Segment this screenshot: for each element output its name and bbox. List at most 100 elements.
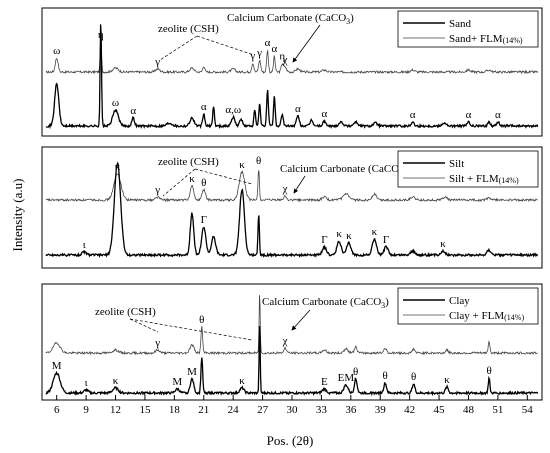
panel-sand-frame [41,7,543,137]
peak-label: κ [239,375,245,387]
zeolite-annotation: zeolite (CSH) [158,23,219,35]
x-tick-label: 24 [228,404,240,416]
legend-item-sand-flm: Sand+ FLM(14%) [449,33,523,45]
peak-label: M [52,360,62,372]
series-clay-flm-line [45,295,538,356]
peak-label: θ [411,371,416,383]
legend-sand: Sand Sand+ FLM(14%) [397,10,539,48]
peak-label: χ [282,335,288,347]
series-sand-flm-line [45,42,539,75]
peak-label: ω [112,97,119,109]
x-tick-label: 6 [54,404,60,416]
peak-label: α [201,101,207,113]
peak-label: κ [346,230,352,242]
legend-item-clay-flm: Clay + FLM(14%) [449,310,524,322]
peak-label: χ [282,54,288,66]
peak-label: θ [256,155,261,167]
peak-label: E [321,376,328,388]
caco3-annotation: Calcium Carbonate (CaCO3) [262,296,389,310]
peak-label: κ [189,173,195,185]
series-clay-line [45,325,539,397]
peak-label: κ [336,228,342,240]
caco3-pointer [292,24,321,63]
x-tick-label: 9 [83,404,89,416]
peak-label: θ [382,370,387,382]
legend-item-silt-flm: Silt + FLM(14%) [449,173,519,185]
series-silt-line [45,161,539,259]
peak-label: γ [249,50,255,62]
peak-label: α [295,103,301,115]
x-tick-label: 48 [463,404,475,416]
x-tick-label: 27 [257,404,269,416]
peak-label: ι [83,239,86,251]
peak-label: κ [115,161,121,173]
x-tick-label: 30 [287,404,299,416]
x-tick-label: 39 [375,404,387,416]
zeolite-pointer [159,35,198,61]
legend-item-clay: Clay [449,295,470,307]
peak-label: α [130,105,136,117]
peak-label: θ [199,314,204,326]
peak-label: α [272,43,278,55]
peak-label: ι [85,377,88,389]
peak-label: α [322,108,328,120]
zeolite-annotation: zeolite (CSH) [158,156,219,168]
caco3-pointer [291,309,311,331]
panel-silt-frame [41,146,543,269]
x-tick-label: 33 [316,404,328,416]
legend-silt: Silt Silt + FLM(14%) [397,150,539,188]
series-sand-line [45,24,539,130]
x-tick-label: 54 [522,404,534,416]
peak-label: γ [154,337,160,349]
zeolite-pointer [196,35,255,56]
peak-label: Γ [201,214,207,226]
legend-clay: Clay Clay + FLM(14%) [397,287,539,325]
peak-label: θ [353,366,358,378]
x-tick-label: 18 [169,404,181,416]
peak-label: α [495,109,501,121]
zeolite-annotation: zeolite (CSH) [95,306,156,318]
peak-label: M [187,366,197,378]
peak-label: Γ [321,234,327,246]
legend-item-silt: Silt [449,158,464,170]
x-axis: 6 9 12 15 18 21 24 27 30 33 36 39 42 45 48 51 54 [54,395,533,416]
peak-label: M [172,376,182,388]
zeolite-pointer [129,318,253,341]
peak-label: κ [113,375,119,387]
peak-label: θ [486,365,491,377]
peak-label: η [98,29,104,41]
peak-label: α,ω [225,104,241,116]
x-tick-label: 42 [404,404,415,416]
caco3-annotation: Calcium Carbonate (CaCO3) [227,12,354,26]
peak-label: α [466,109,472,121]
x-tick-label: 51 [492,404,503,416]
x-tick-label: 15 [139,404,151,416]
peak-label: κ [239,159,245,171]
zeolite-pointer [129,318,159,333]
peak-label: κ [444,374,450,386]
peak-label: α [265,37,271,49]
series-silt-flm-line [45,169,538,203]
peak-label: κ [372,226,378,238]
x-tick-label: 12 [110,404,121,416]
peak-label: γ [154,184,160,196]
caco3-pointer [293,175,306,194]
x-tick-label: 36 [345,404,357,416]
x-tick-label: 21 [198,404,209,416]
peak-label: κ [440,238,446,250]
peak-label: α [410,109,416,121]
zeolite-pointer [162,168,196,197]
peak-label: γ [154,56,160,68]
peak-label: ω [53,45,60,57]
caco3-annotation: Calcium Carbonate (CaCO3) [280,163,407,177]
peak-label: Γ [383,234,389,246]
y-axis-label: Intensity (a.u) [10,179,25,252]
x-axis-label: Pos. (2θ) [267,433,314,448]
peak-label: χ [282,183,288,195]
peak-label: η [279,51,285,63]
peak-label: γ [256,47,262,59]
